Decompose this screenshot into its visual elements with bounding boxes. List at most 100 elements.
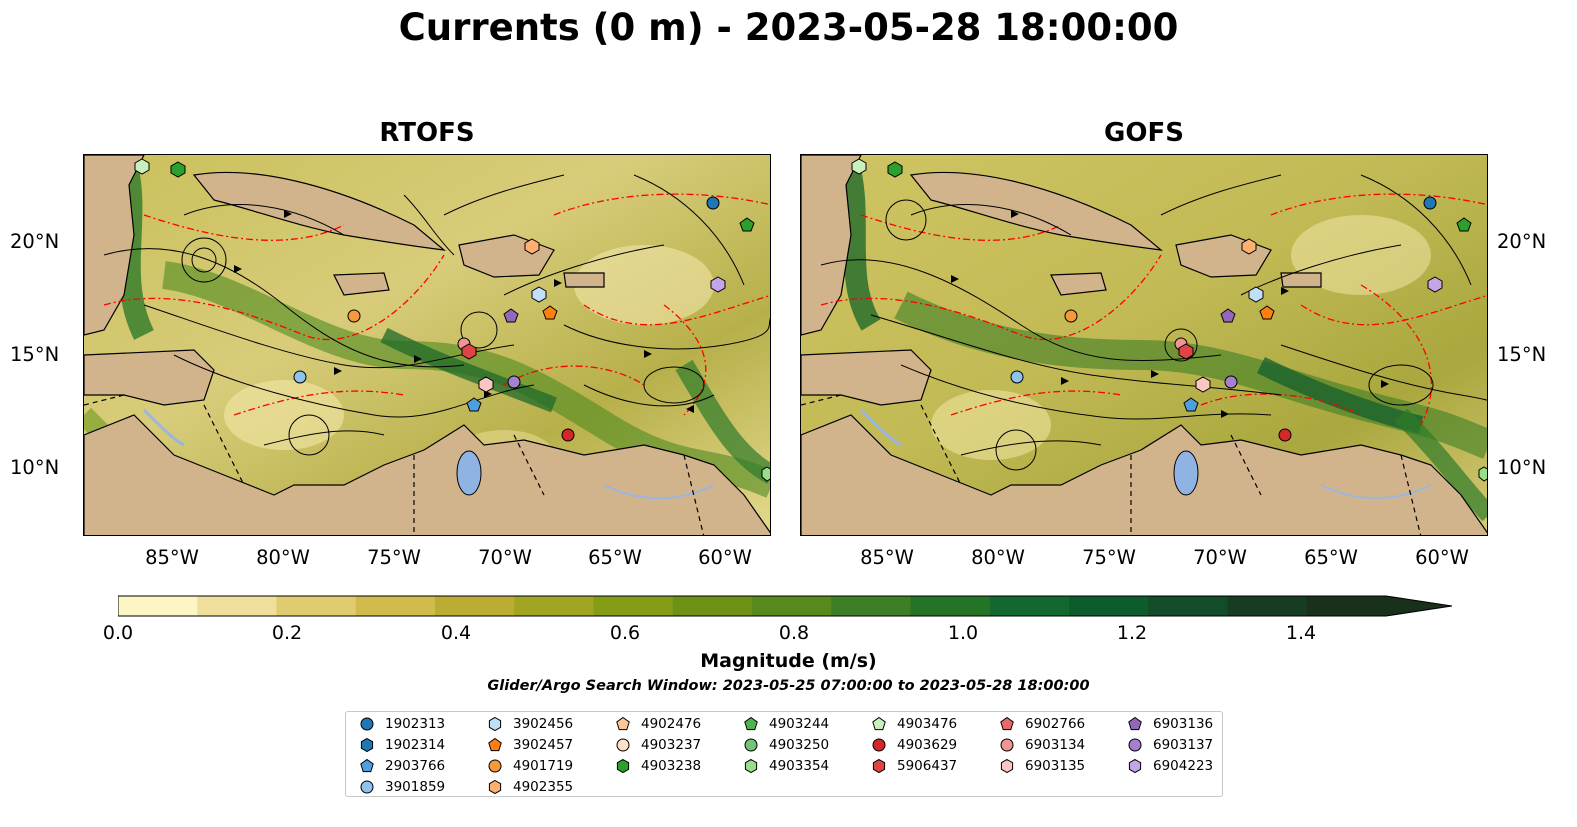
lon-tick-label: 65°W: [588, 546, 642, 569]
legend-label: 6903135: [1025, 758, 1086, 774]
legend-label: 4902476: [641, 716, 702, 732]
lon-tick-label: 70°W: [478, 546, 532, 569]
legend-label: 4903250: [769, 737, 830, 753]
legend-item: 4902355: [486, 778, 573, 796]
hexagon-marker-icon: [616, 758, 630, 774]
lat-tick-label: 10°N: [10, 456, 60, 479]
colorbar-segment: [197, 596, 277, 616]
legend-item: 6903136: [1126, 715, 1213, 733]
legend-item: 6903135: [998, 757, 1085, 775]
hexagon-marker-icon: [1128, 758, 1142, 774]
circle-marker-icon: [360, 780, 374, 794]
gofs-current-map[interactable]: [800, 154, 1488, 536]
legend-label: 6903137: [1153, 737, 1214, 753]
hexagon-marker-icon: [872, 758, 886, 774]
pentagon-marker-icon: [1128, 716, 1142, 731]
colorbar-segment: [1306, 596, 1387, 616]
lon-tick-label: 65°W: [1304, 546, 1358, 569]
lat-tick-label: 15°N: [1497, 343, 1547, 366]
circle-marker-icon: [1000, 738, 1014, 752]
colorbar-segment: [752, 596, 832, 616]
legend-item: 2903766: [358, 757, 445, 775]
legend-item: 4903244: [742, 715, 829, 733]
panel-title-rtofs: RTOFS: [379, 118, 475, 148]
legend-label: 6903136: [1153, 716, 1214, 732]
legend-item: 4903354: [742, 757, 829, 775]
legend-item: 6902766: [998, 715, 1085, 733]
colorbar-tick-label: 0.6: [609, 622, 641, 644]
hexagon-marker-icon: [1000, 758, 1014, 774]
legend-item: 6904223: [1126, 757, 1213, 775]
legend-label: 4903629: [897, 737, 958, 753]
pentagon-marker-icon: [744, 716, 758, 731]
legend-label: 6904223: [1153, 758, 1214, 774]
pentagon-marker-icon: [488, 737, 502, 752]
legend-item: 3902457: [486, 736, 573, 754]
lon-tick-label: 85°W: [145, 546, 199, 569]
pentagon-marker-icon: [616, 716, 630, 731]
circle-marker-icon: [744, 738, 758, 752]
legend-item: 4903237: [614, 736, 701, 754]
colorbar-segment: [1148, 596, 1228, 616]
circle-marker-icon: [488, 759, 502, 773]
legend-item: 5906437: [870, 757, 957, 775]
legend-item: 3901859: [358, 778, 445, 796]
search-window-caption: Glider/Argo Search Window: 2023-05-25 07…: [487, 678, 1090, 694]
circle-marker-icon: [872, 738, 886, 752]
legend-label: 3901859: [385, 779, 446, 795]
legend-label: 4902355: [513, 779, 574, 795]
legend-label: 5906437: [897, 758, 958, 774]
figure-title: Currents (0 m) - 2023-05-28 18:00:00: [398, 6, 1179, 49]
lon-tick-label: 75°W: [1082, 546, 1136, 569]
legend-label: 4903237: [641, 737, 702, 753]
lon-tick-label: 70°W: [1193, 546, 1247, 569]
hexagon-marker-icon: [360, 737, 374, 753]
colorbar-tick-label: 0.0: [102, 622, 134, 644]
colorbar-segment: [831, 596, 911, 616]
colorbar-tick-label: 1.2: [1116, 622, 1148, 644]
lat-tick-label: 10°N: [1497, 456, 1547, 479]
legend-item: 4903629: [870, 736, 957, 754]
colorbar-segment: [514, 596, 594, 616]
hexagon-marker-icon: [744, 758, 758, 774]
legend-item: 4902476: [614, 715, 701, 733]
legend-label: 4901719: [513, 758, 574, 774]
legend-label: 3902457: [513, 737, 574, 753]
legend-item: 3902456: [486, 715, 573, 733]
colorbar-segment: [435, 596, 515, 616]
legend-item: 6903137: [1126, 736, 1213, 754]
circle-marker-icon: [616, 738, 630, 752]
colorbar-tick-label: 0.2: [271, 622, 303, 644]
legend-label: 6903134: [1025, 737, 1086, 753]
colorbar-extend-arrow: [1386, 596, 1452, 616]
rtofs-current-map[interactable]: [83, 154, 771, 536]
circle-marker-icon: [360, 717, 374, 731]
colorbar-segment: [355, 596, 436, 616]
legend-label: 3902456: [513, 716, 574, 732]
legend-label: 1902313: [385, 716, 446, 732]
legend-label: 4903476: [897, 716, 958, 732]
legend-item: 4903250: [742, 736, 829, 754]
lon-tick-label: 80°W: [971, 546, 1025, 569]
legend-label: 4903244: [769, 716, 830, 732]
lon-tick-label: 60°W: [1415, 546, 1469, 569]
pentagon-marker-icon: [360, 758, 374, 773]
legend-label: 6902766: [1025, 716, 1086, 732]
legend-item: 4903476: [870, 715, 957, 733]
colorbar-segment: [593, 596, 674, 616]
legend-label: 4903354: [769, 758, 830, 774]
legend-item: 4903238: [614, 757, 701, 775]
lon-tick-label: 85°W: [860, 546, 914, 569]
lon-tick-label: 75°W: [367, 546, 421, 569]
lat-tick-label: 20°N: [1497, 230, 1547, 253]
legend-item: 4901719: [486, 757, 573, 775]
lat-tick-label: 20°N: [10, 230, 60, 253]
colorbar-segment: [1069, 596, 1149, 616]
hexagon-marker-icon: [488, 716, 502, 732]
magnitude-colorbar: [118, 595, 1452, 617]
colorbar-segment: [118, 596, 198, 616]
circle-marker-icon: [1128, 738, 1142, 752]
colorbar-segment: [672, 596, 753, 616]
legend-label: 2903766: [385, 758, 446, 774]
colorbar-tick-label: 1.4: [1285, 622, 1317, 644]
